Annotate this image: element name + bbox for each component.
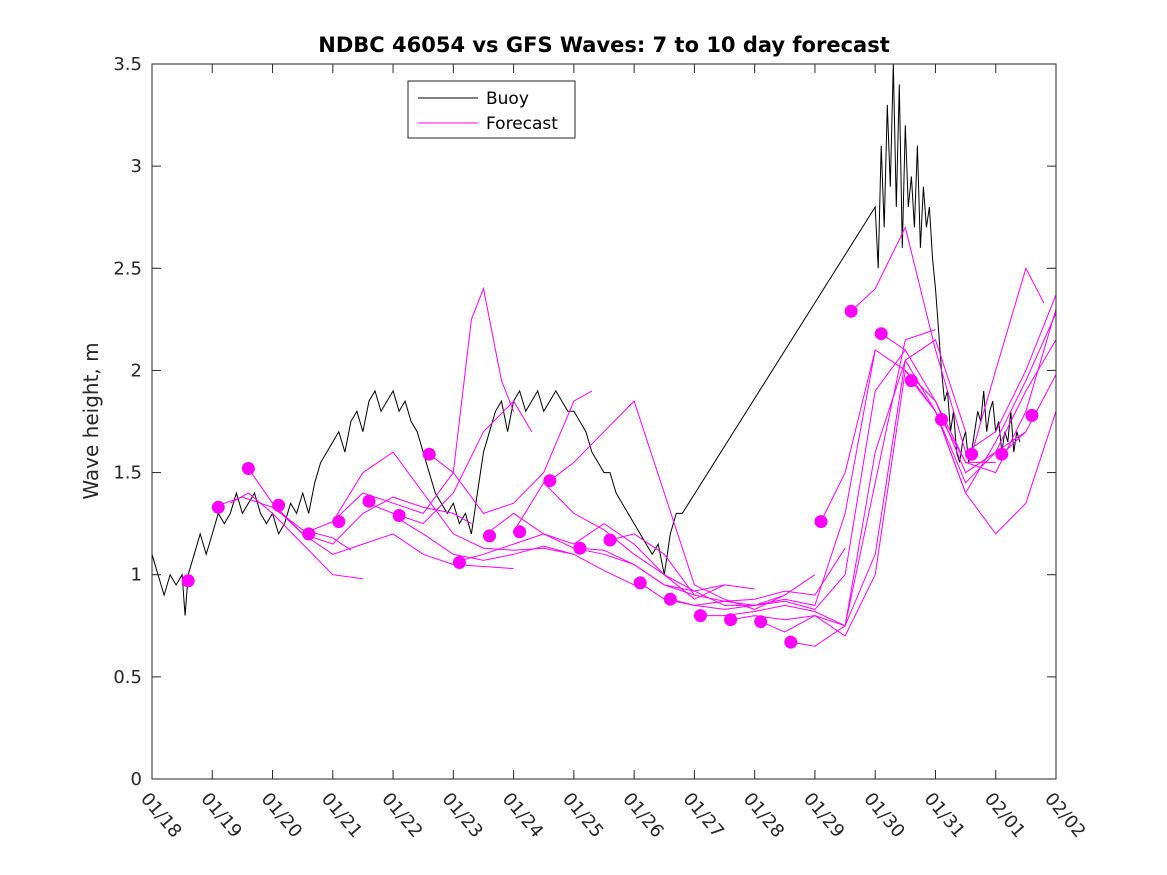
forecast-marker-26 bbox=[965, 447, 979, 461]
forecast-series-line-25 bbox=[911, 380, 1057, 535]
forecast-marker-20 bbox=[784, 635, 798, 649]
forecast-series-line-13 bbox=[549, 400, 786, 610]
forecast-series-line-18 bbox=[700, 329, 936, 627]
y-axis-label: Wave height, m bbox=[79, 342, 103, 499]
forecast-marker-13 bbox=[573, 541, 587, 555]
forecast-marker-27 bbox=[995, 447, 1009, 461]
y-tick-label: 1.5 bbox=[113, 463, 142, 484]
forecast-marker-11 bbox=[513, 525, 527, 539]
forecast-marker-2 bbox=[241, 462, 255, 475]
forecast-marker-8 bbox=[422, 447, 436, 461]
forecast-marker-16 bbox=[663, 592, 677, 606]
forecast-marker-9 bbox=[452, 556, 466, 569]
forecast-marker-5 bbox=[332, 515, 346, 529]
y-tick-label: 3.5 bbox=[113, 54, 142, 75]
legend: Buoy Forecast bbox=[407, 80, 576, 139]
forecast-marker-7 bbox=[392, 509, 406, 522]
forecast-series-line-8 bbox=[392, 515, 635, 586]
forecast-marker-22 bbox=[844, 304, 858, 318]
forecast-series-line-5 bbox=[302, 286, 515, 535]
forecast-series-line-4 bbox=[272, 504, 514, 570]
y-tick-label: 2.5 bbox=[113, 258, 142, 279]
forecast-series-line-11 bbox=[483, 512, 725, 600]
legend-buoy-label: Buoy bbox=[486, 89, 529, 109]
forecast-marker-12 bbox=[543, 474, 557, 488]
forecast-marker-19 bbox=[754, 615, 768, 629]
plot-frame bbox=[151, 63, 1057, 780]
forecast-marker-17 bbox=[693, 609, 707, 623]
forecast-marker-28 bbox=[1025, 408, 1039, 422]
forecast-series-line-28 bbox=[1001, 374, 1057, 455]
forecast-marker-14 bbox=[603, 533, 617, 547]
chart-title: NDBC 46054 vs GFS Waves: 7 to 10 day for… bbox=[318, 33, 889, 57]
forecast-series-line-24 bbox=[880, 333, 1057, 474]
forecast-marker-23 bbox=[874, 327, 888, 341]
forecast-marker-18 bbox=[724, 613, 738, 627]
plot-area bbox=[151, 63, 1057, 780]
forecast-series-line-26 bbox=[941, 308, 1057, 474]
forecast-marker-6 bbox=[362, 494, 376, 508]
forecast-marker-0 bbox=[181, 574, 195, 588]
forecast-marker-15 bbox=[633, 576, 647, 590]
legend-forecast-label: Forecast bbox=[486, 114, 558, 134]
forecast-marker-21 bbox=[814, 515, 828, 529]
forecast-marker-3 bbox=[272, 498, 286, 512]
forecast-series-line-21 bbox=[790, 358, 1027, 647]
legend-box bbox=[407, 80, 576, 139]
forecast-series-line-3 bbox=[247, 468, 472, 545]
y-tick-label: 3 bbox=[131, 156, 142, 177]
y-tick-label: 0 bbox=[131, 769, 142, 790]
forecast-marker-1 bbox=[211, 500, 225, 514]
forecast-marker-24 bbox=[904, 374, 918, 388]
y-axis: 0 0.5 1 1.5 2 2.5 3 3.5 bbox=[113, 54, 1056, 790]
y-tick-label: 1 bbox=[131, 565, 142, 586]
y-tick-label: 2 bbox=[131, 360, 142, 381]
forecast-series-line-12 bbox=[513, 481, 755, 592]
forecast-marker-10 bbox=[483, 529, 496, 543]
forecast-series-line-2 bbox=[230, 492, 363, 580]
plot-background bbox=[152, 64, 1056, 779]
forecast-series-line-14 bbox=[579, 547, 816, 606]
forecast-marker-4 bbox=[302, 527, 316, 541]
forecast-series-line-23 bbox=[850, 225, 1057, 453]
forecast-series-line-20 bbox=[760, 369, 996, 637]
marker-layer bbox=[181, 304, 1039, 649]
forecast-series-line-9 bbox=[428, 390, 593, 514]
forecast-series-line-27 bbox=[971, 266, 1045, 455]
forecast-series-line-17 bbox=[670, 349, 906, 610]
y-tick-label: 0.5 bbox=[113, 667, 142, 688]
forecast-marker-25 bbox=[935, 413, 948, 426]
